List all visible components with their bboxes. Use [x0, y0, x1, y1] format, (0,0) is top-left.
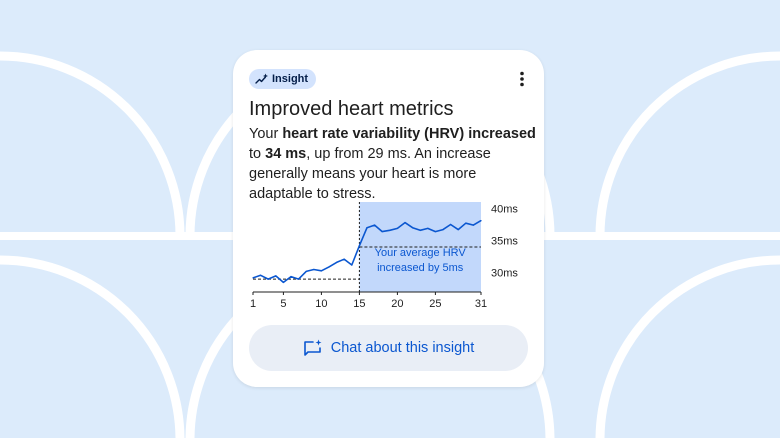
insight-title: Improved heart metrics	[249, 98, 454, 120]
body-text-3: , up from 29 ms. An increase generally m…	[249, 146, 491, 202]
data-point	[465, 222, 467, 224]
y-tick-label: 40ms	[491, 203, 518, 215]
data-point	[412, 227, 414, 229]
data-point	[366, 227, 368, 229]
data-point	[305, 270, 307, 273]
data-point	[381, 230, 383, 233]
chart-annotation-line-1: Your average HRV	[375, 247, 467, 259]
data-point	[343, 258, 345, 260]
data-point	[480, 220, 482, 222]
y-tick-label: 35ms	[491, 236, 518, 248]
data-point	[419, 229, 421, 231]
x-tick-label: 5	[280, 298, 286, 310]
trend-sparkle-icon	[255, 73, 268, 84]
x-tick-label: 1	[250, 298, 256, 310]
chat-about-insight-button[interactable]: Chat about this insight	[249, 325, 528, 371]
x-tick-label: 31	[475, 298, 487, 310]
data-point	[434, 230, 436, 233]
data-point	[374, 224, 376, 226]
body-bold-value: 34 ms	[265, 146, 307, 162]
insight-badge: Insight	[249, 69, 317, 89]
chart-annotation-line-2: increased by 5ms	[377, 262, 464, 274]
x-tick-label: 10	[315, 298, 327, 310]
data-point	[267, 278, 269, 280]
data-point	[252, 277, 254, 279]
data-point	[282, 281, 284, 283]
y-tick-label: 30ms	[491, 268, 518, 280]
data-point	[328, 266, 330, 268]
insight-badge-label: Insight	[272, 73, 309, 85]
chat-button-label: Chat about this insight	[330, 340, 475, 356]
data-point	[427, 227, 429, 229]
chat-spark-icon	[303, 339, 322, 356]
data-point	[450, 223, 452, 226]
insight-card: Insight Improved heart metrics Your hear…	[233, 50, 544, 387]
data-point	[320, 270, 322, 272]
data-point	[260, 274, 262, 276]
data-point	[275, 275, 277, 277]
data-point	[290, 275, 292, 278]
x-tick-label: 15	[353, 298, 365, 310]
data-point	[404, 221, 406, 224]
data-point	[389, 229, 391, 231]
data-point	[298, 278, 300, 280]
insight-body: Your heart rate variability (HRV) increa…	[249, 124, 539, 204]
data-point	[457, 229, 459, 231]
x-tick-label: 20	[391, 298, 403, 310]
x-tick-label: 25	[429, 298, 441, 310]
data-point	[472, 224, 474, 226]
more-vert-icon[interactable]	[514, 70, 530, 88]
data-point	[313, 268, 315, 271]
body-text-2: to	[249, 146, 266, 162]
body-bold-hrv: heart rate variability (HRV) increased	[282, 126, 536, 142]
data-point	[442, 229, 444, 231]
data-point	[396, 227, 398, 229]
data-point	[351, 264, 353, 266]
body-text-1: Your	[249, 126, 283, 142]
data-point	[358, 245, 360, 247]
data-point	[336, 261, 338, 264]
